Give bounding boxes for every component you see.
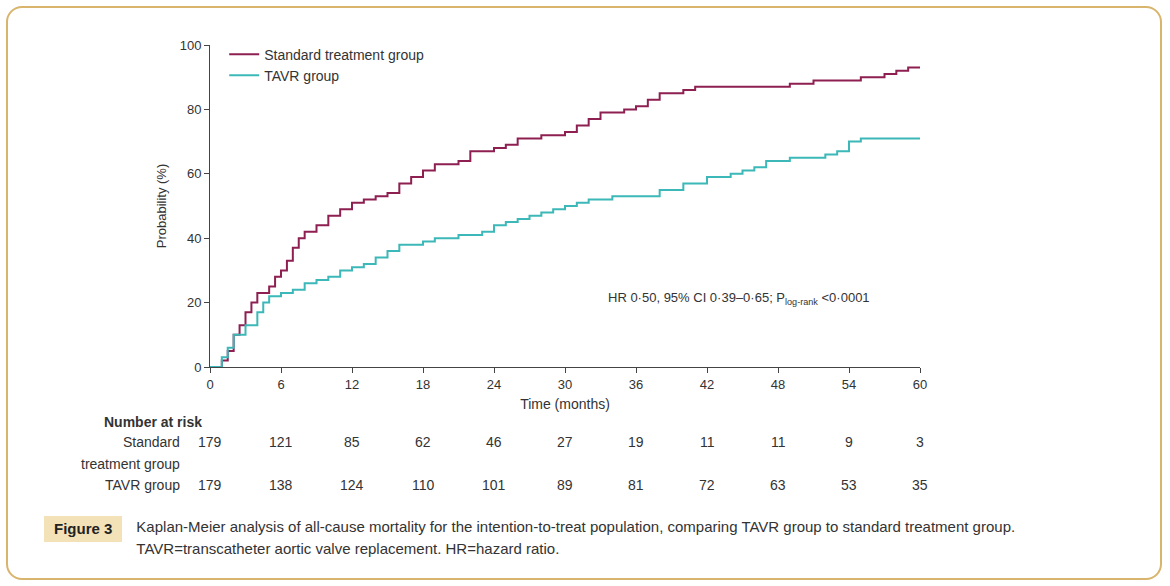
- svg-text:80: 80: [187, 102, 201, 117]
- svg-text:HR 0·50, 95% CI 0·39–0·65; P​l: HR 0·50, 95% CI 0·39–0·65; P​log-rank​ <…: [608, 290, 870, 307]
- svg-text:24: 24: [487, 377, 501, 392]
- svg-text:11: 11: [700, 434, 715, 450]
- svg-text:Time (months): Time (months): [520, 396, 610, 412]
- svg-text:TAVR group: TAVR group: [105, 477, 180, 493]
- html-text:Kaplan-Meier analysis of all-c: Kaplan-Meier analysis of all-cause morta…: [136, 518, 1016, 557]
- svg-text:54: 54: [842, 377, 856, 392]
- svg-text:124: 124: [340, 477, 364, 493]
- svg-text:0: 0: [206, 377, 213, 392]
- svg-text:0: 0: [194, 360, 201, 375]
- svg-text:Probability (%): Probability (%): [154, 164, 169, 249]
- svg-text:89: 89: [557, 477, 573, 493]
- svg-text:20: 20: [187, 295, 201, 310]
- html-text:Figure 3: Figure 3: [54, 520, 113, 537]
- svg-text:138: 138: [269, 477, 293, 493]
- svg-text:12: 12: [345, 377, 359, 392]
- svg-text:19: 19: [628, 434, 644, 450]
- svg-text:81: 81: [628, 477, 644, 493]
- svg-text:27: 27: [557, 434, 573, 450]
- svg-text:179: 179: [198, 477, 222, 493]
- svg-text:9: 9: [845, 434, 853, 450]
- svg-text:Standard treatment group: Standard treatment group: [264, 47, 424, 63]
- svg-text:11: 11: [771, 434, 786, 450]
- svg-text:63: 63: [770, 477, 786, 493]
- svg-text:179: 179: [198, 434, 222, 450]
- svg-text:treatment group: treatment group: [81, 456, 180, 472]
- svg-text:TAVR group: TAVR group: [264, 68, 339, 84]
- svg-text:Standard: Standard: [123, 434, 180, 450]
- svg-text:53: 53: [841, 477, 857, 493]
- svg-text:3: 3: [916, 434, 924, 450]
- svg-text:60: 60: [913, 377, 927, 392]
- svg-text:101: 101: [482, 477, 506, 493]
- svg-text:35: 35: [912, 477, 928, 493]
- svg-text:100: 100: [180, 38, 202, 53]
- svg-text:46: 46: [486, 434, 502, 450]
- svg-text:18: 18: [416, 377, 430, 392]
- svg-text:42: 42: [700, 377, 714, 392]
- svg-text:Number at risk: Number at risk: [104, 414, 202, 430]
- svg-text:36: 36: [629, 377, 643, 392]
- svg-text:30: 30: [558, 377, 572, 392]
- svg-text:72: 72: [699, 477, 715, 493]
- svg-text:121: 121: [269, 434, 293, 450]
- svg-text:60: 60: [187, 166, 201, 181]
- svg-text:48: 48: [771, 377, 785, 392]
- svg-text:110: 110: [412, 477, 435, 493]
- svg-text:85: 85: [344, 434, 360, 450]
- svg-text:6: 6: [277, 377, 284, 392]
- svg-text:40: 40: [187, 231, 201, 246]
- svg-text:62: 62: [415, 434, 431, 450]
